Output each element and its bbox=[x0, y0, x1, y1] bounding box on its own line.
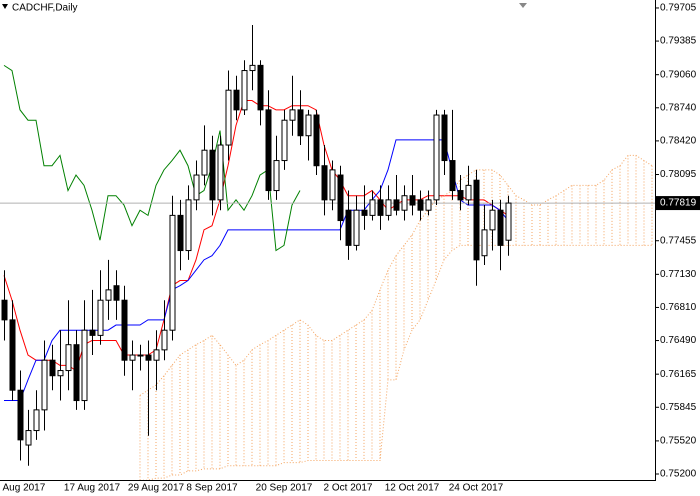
candle-body bbox=[361, 209, 368, 216]
candle-body bbox=[257, 64, 264, 111]
candle-body bbox=[425, 199, 432, 211]
candle-body bbox=[441, 114, 448, 162]
candle-body bbox=[265, 109, 272, 192]
x-tick-label: 17 Aug 2017 bbox=[64, 483, 121, 494]
candle-body bbox=[169, 214, 176, 331]
x-tick-label: 12 Oct 2017 bbox=[385, 483, 440, 494]
candle-body bbox=[97, 299, 104, 336]
y-tick-label: 0.77455 bbox=[660, 235, 697, 246]
candle-body bbox=[241, 70, 248, 111]
y-tick-label: 0.76165 bbox=[660, 369, 697, 380]
candle-body bbox=[129, 354, 136, 361]
y-tick-label: 0.79705 bbox=[660, 3, 697, 14]
candle-body bbox=[137, 354, 144, 357]
candle-body bbox=[145, 354, 152, 361]
candle-body bbox=[401, 195, 408, 211]
candle-body bbox=[113, 285, 120, 301]
candle-body bbox=[313, 114, 320, 167]
candle-body bbox=[57, 370, 64, 377]
candle-body bbox=[153, 349, 160, 361]
y-tick-label: 0.79060 bbox=[660, 69, 697, 80]
candle-body bbox=[201, 149, 208, 176]
candle-body bbox=[89, 329, 96, 336]
candle-body bbox=[81, 329, 88, 402]
candle-body bbox=[17, 389, 24, 441]
candle-body bbox=[297, 109, 304, 137]
candle-body bbox=[369, 199, 376, 216]
candle-body bbox=[193, 174, 200, 201]
plot-area bbox=[0, 25, 655, 480]
indicator-line bbox=[3, 64, 301, 252]
candle-body bbox=[409, 195, 416, 206]
candle-body bbox=[177, 214, 184, 252]
y-tick-label: 0.75845 bbox=[660, 402, 697, 413]
candle-body bbox=[393, 199, 400, 211]
candle-body bbox=[289, 109, 296, 121]
candle-body bbox=[233, 89, 240, 111]
y-tick-label: 0.75200 bbox=[660, 469, 697, 480]
candle-body bbox=[273, 160, 280, 192]
candle-body bbox=[225, 89, 232, 146]
chart-title: CADCHF,Daily bbox=[12, 3, 78, 14]
y-tick-label: 0.78420 bbox=[660, 136, 697, 147]
candle-body bbox=[489, 209, 496, 231]
indicator-line bbox=[4, 139, 509, 402]
candle-body bbox=[33, 409, 40, 432]
candle-body bbox=[481, 229, 488, 257]
candle-body bbox=[329, 169, 336, 201]
candle-body bbox=[345, 209, 352, 246]
candle-body bbox=[417, 199, 424, 211]
candle-body bbox=[305, 114, 312, 137]
indicator-line bbox=[3, 100, 509, 372]
x-tick-label: 2 Oct 2017 bbox=[324, 483, 373, 494]
y-tick-label: 0.76810 bbox=[660, 302, 697, 313]
candle-body bbox=[217, 144, 224, 201]
candle-body bbox=[465, 184, 472, 201]
candle-body bbox=[9, 319, 16, 391]
candle-body bbox=[105, 289, 112, 301]
candle-body bbox=[321, 165, 328, 201]
shift-marker bbox=[519, 3, 527, 8]
x-tick-label: 7 Aug 2017 bbox=[0, 483, 46, 494]
candle-body bbox=[377, 199, 384, 216]
candle-body bbox=[1, 299, 8, 321]
candle-body bbox=[449, 160, 456, 192]
y-tick-label: 0.76490 bbox=[660, 335, 697, 346]
candle-body bbox=[161, 329, 168, 351]
candle-body bbox=[505, 202, 512, 241]
candle-body bbox=[65, 344, 72, 372]
candle-body bbox=[49, 359, 56, 377]
candle-body bbox=[41, 359, 48, 411]
candle-body bbox=[433, 114, 440, 201]
candle-body bbox=[385, 199, 392, 216]
candle-body bbox=[497, 209, 504, 246]
candle-body bbox=[353, 209, 360, 246]
candle-body bbox=[121, 299, 128, 361]
x-tick-label: 24 Oct 2017 bbox=[449, 483, 504, 494]
menu-arrow[interactable] bbox=[2, 4, 8, 9]
candle-body bbox=[281, 119, 288, 162]
x-tick-label: 20 Sep 2017 bbox=[256, 483, 313, 494]
y-tick-label: 0.75520 bbox=[660, 436, 697, 447]
candle-body bbox=[185, 199, 192, 252]
y-tick-label: 0.78740 bbox=[660, 102, 697, 113]
y-tick-label: 0.77130 bbox=[660, 269, 697, 280]
candle-body bbox=[473, 179, 480, 261]
candle-body bbox=[73, 344, 80, 402]
y-tick-label: 0.79385 bbox=[660, 36, 697, 47]
price-label: 0.77819 bbox=[660, 198, 697, 209]
candle-body bbox=[25, 430, 32, 446]
price-label-box bbox=[656, 196, 700, 211]
candle-body bbox=[249, 64, 256, 72]
cloud-span-line bbox=[140, 244, 652, 480]
cloud-span-line bbox=[139, 154, 653, 396]
x-tick-label: 8 Sep 2017 bbox=[186, 483, 238, 494]
x-tick-label: 29 Aug 2017 bbox=[128, 483, 185, 494]
candle-body bbox=[457, 190, 464, 201]
y-tick-label: 0.78095 bbox=[660, 169, 697, 180]
candle-body bbox=[209, 149, 216, 201]
candle-body bbox=[337, 174, 344, 222]
